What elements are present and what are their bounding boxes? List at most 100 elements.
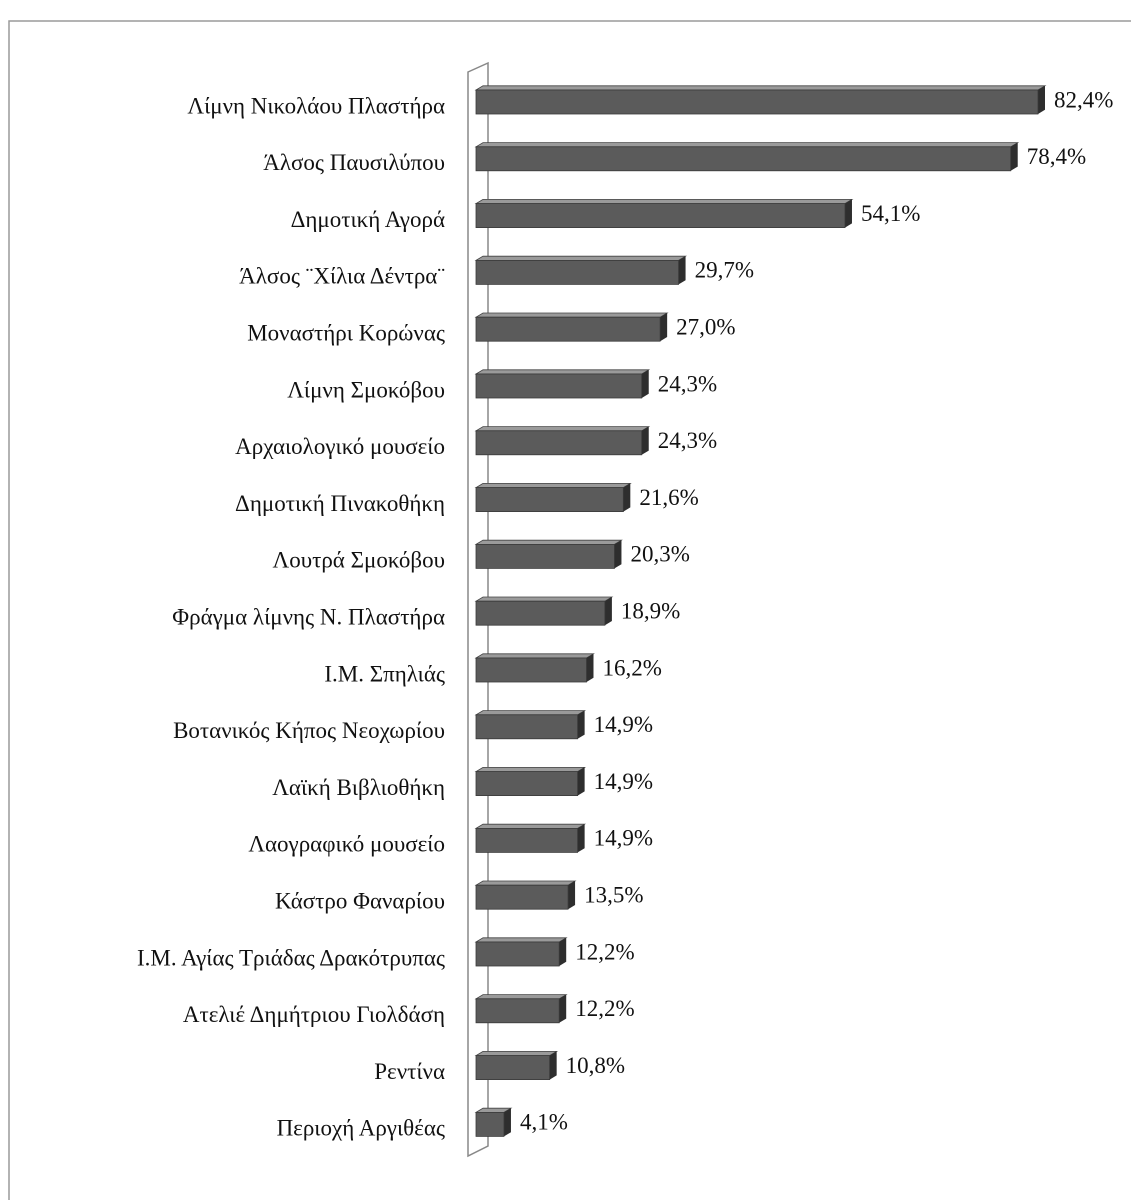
category-label: Λίμνη Σμοκόβου bbox=[287, 377, 445, 402]
bar-side bbox=[549, 1051, 557, 1080]
bar bbox=[474, 142, 1020, 172]
value-label: 4,1% bbox=[520, 1110, 568, 1135]
bar-top bbox=[474, 255, 688, 261]
value-label: 16,2% bbox=[602, 655, 661, 680]
bar-side bbox=[1010, 142, 1018, 171]
bar-side bbox=[559, 937, 567, 966]
bar-top bbox=[474, 994, 568, 1000]
bar bbox=[474, 312, 669, 342]
bar-side bbox=[577, 824, 585, 853]
bar-front bbox=[475, 259, 679, 285]
bar bbox=[474, 653, 595, 683]
bar-front bbox=[475, 373, 643, 399]
bar-side bbox=[660, 313, 668, 342]
bar-side bbox=[586, 653, 594, 682]
category-label: Κάστρο Φαναρίου bbox=[275, 888, 445, 913]
bar-front bbox=[475, 203, 846, 229]
bar-top bbox=[474, 198, 854, 205]
value-label: 14,9% bbox=[594, 826, 653, 851]
category-label: Λαογραφικό μουσείο bbox=[248, 832, 445, 857]
bar-side bbox=[641, 369, 649, 398]
bar-top bbox=[474, 653, 595, 659]
category-label: Λαϊκή Βιβλιοθήκη bbox=[272, 775, 445, 800]
category-label: Αρχαιολογικό μουσείο bbox=[235, 434, 445, 459]
bar-front bbox=[475, 600, 606, 626]
category-label: Λίμνη Νικολάου Πλαστήρα bbox=[187, 93, 445, 118]
value-label: 14,9% bbox=[594, 712, 653, 737]
bar-side bbox=[623, 483, 631, 512]
value-label: 10,8% bbox=[566, 1053, 625, 1078]
bar-top bbox=[474, 880, 577, 886]
bar-front bbox=[475, 544, 615, 569]
value-label: 12,2% bbox=[575, 939, 634, 964]
value-label: 78,4% bbox=[1027, 144, 1086, 169]
bar-side bbox=[678, 256, 686, 285]
value-label: 54,1% bbox=[861, 201, 920, 226]
bar bbox=[474, 426, 651, 456]
bar-front bbox=[475, 487, 624, 513]
bar bbox=[474, 85, 1047, 115]
value-label: 14,9% bbox=[594, 769, 653, 794]
category-label: Ι.Μ. Αγίας Τριάδας Δρακότρυπας bbox=[137, 945, 445, 970]
bar-top bbox=[474, 426, 651, 432]
category-label: Βοτανικός Κήπος Νεοχωρίου bbox=[173, 718, 445, 743]
bar-front bbox=[475, 89, 1039, 115]
bar bbox=[474, 482, 632, 513]
bar bbox=[474, 937, 568, 967]
bar-top bbox=[474, 369, 651, 375]
bar-top bbox=[474, 596, 614, 602]
bar-side bbox=[1038, 85, 1045, 114]
bar-top bbox=[474, 823, 587, 829]
value-label: 13,5% bbox=[584, 882, 643, 907]
bar-side bbox=[604, 597, 612, 626]
category-label: Περιοχή Αργιθέας bbox=[277, 1116, 445, 1141]
bar-top bbox=[474, 312, 669, 318]
value-label: 21,6% bbox=[639, 485, 698, 510]
bar-side bbox=[559, 994, 567, 1023]
category-label: Μοναστήρι Κορώνας bbox=[247, 320, 445, 345]
category-label: Φράγμα λίμνης Ν. Πλαστήρα bbox=[172, 604, 445, 629]
bar-front bbox=[475, 1055, 551, 1080]
bar bbox=[474, 823, 587, 853]
value-label: 20,3% bbox=[630, 542, 689, 567]
value-label: 12,2% bbox=[575, 996, 634, 1021]
category-label: Λουτρά Σμοκόβου bbox=[273, 548, 445, 573]
bar-side bbox=[568, 881, 576, 910]
bar-front bbox=[475, 146, 1012, 172]
bar-front bbox=[475, 884, 569, 910]
bar-side bbox=[614, 540, 622, 569]
bar-front bbox=[475, 714, 579, 740]
bar bbox=[474, 767, 587, 796]
bar bbox=[474, 710, 587, 740]
bar bbox=[474, 539, 623, 569]
bar-front bbox=[475, 771, 579, 796]
bar bbox=[474, 880, 577, 910]
bar-top bbox=[474, 937, 568, 943]
bar-top bbox=[474, 482, 632, 489]
bar-top bbox=[474, 142, 1020, 148]
bar-side bbox=[577, 767, 585, 796]
bar-side bbox=[641, 426, 649, 455]
value-label: 27,0% bbox=[676, 314, 735, 339]
bar-front bbox=[475, 941, 560, 967]
bar bbox=[474, 1107, 513, 1137]
category-label: Άλσος Παυσιλύπου bbox=[263, 150, 445, 175]
value-label: 18,9% bbox=[621, 598, 680, 623]
bar-top bbox=[474, 1051, 559, 1056]
bar bbox=[474, 198, 854, 229]
bar-front bbox=[475, 657, 587, 683]
bar bbox=[474, 994, 568, 1024]
category-label: Άλσος ¨Χίλια Δέντρα¨ bbox=[239, 264, 445, 289]
bar bbox=[474, 596, 614, 626]
value-label: 24,3% bbox=[658, 371, 717, 396]
bar bbox=[474, 369, 651, 399]
value-label: 82,4% bbox=[1054, 87, 1113, 112]
bar-top bbox=[474, 85, 1047, 91]
bar-front bbox=[475, 316, 661, 342]
category-label: Δημοτική Αγορά bbox=[291, 207, 445, 232]
value-label: 29,7% bbox=[695, 258, 754, 283]
category-label: Ατελιέ Δημήτριου Γιολδάση bbox=[183, 1002, 445, 1027]
bar-side bbox=[503, 1108, 511, 1137]
bar bbox=[474, 1051, 559, 1080]
